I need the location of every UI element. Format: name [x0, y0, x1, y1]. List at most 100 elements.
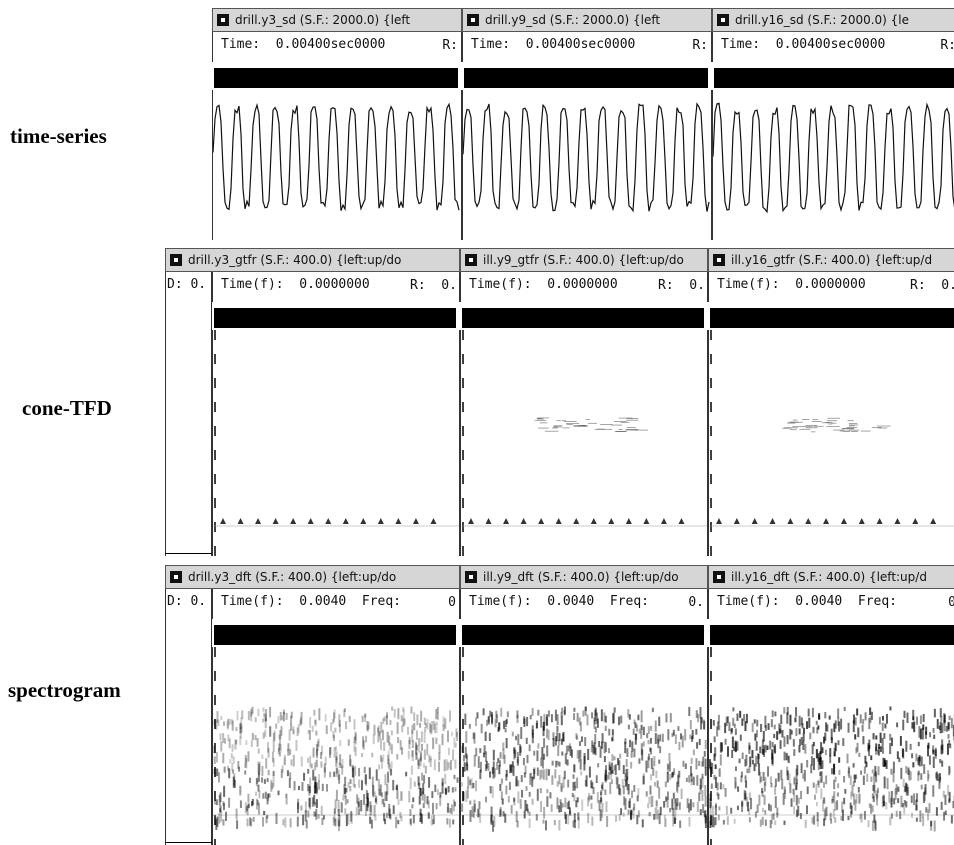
- spectro-cell: [678, 770, 681, 778]
- spectro-cell: [324, 756, 327, 765]
- spectro-cell: [716, 726, 719, 737]
- window-title-bar[interactable]: ill.y9_gtfr (S.F.: 400.0) {left:up/do: [460, 248, 708, 272]
- spectro-cell: [258, 763, 261, 776]
- spectro-cell: [883, 801, 886, 807]
- window-menu-icon[interactable]: [170, 254, 182, 266]
- spectro-cell: [771, 741, 774, 748]
- spectro-cell: [606, 775, 609, 781]
- spectro-cell: [312, 747, 315, 758]
- spectro-cell: [899, 736, 902, 746]
- spectro-cell: [530, 772, 533, 778]
- spectro-cell: [216, 816, 219, 827]
- window-menu-icon[interactable]: [713, 254, 725, 266]
- window-title-bar[interactable]: drill.y16_sd (S.F.: 2000.0) {le: [712, 8, 954, 32]
- spectro-cell: [650, 774, 653, 781]
- spectro-cell: [911, 722, 914, 729]
- spectro-cell: [400, 715, 403, 722]
- window-title-bar[interactable]: drill.y3_dft (S.F.: 400.0) {left:up/do: [165, 565, 460, 589]
- spectro-cell: [924, 784, 927, 795]
- plot-area: [462, 90, 712, 240]
- spectro-cell: [426, 796, 429, 805]
- spectro-cell: [702, 756, 705, 767]
- spectro-cell: [830, 728, 833, 740]
- tfd-peak: [625, 518, 632, 524]
- tfd-peak: [290, 518, 297, 524]
- window-menu-icon[interactable]: [465, 571, 477, 583]
- spectro-cell: [261, 765, 264, 777]
- spectro-cell: [817, 762, 820, 771]
- spectro-cell: [627, 724, 630, 730]
- spectro-cell: [820, 771, 823, 783]
- spectro-cell: [442, 716, 445, 727]
- spectro-cell: [809, 732, 812, 740]
- spectro-cell: [372, 785, 375, 798]
- spectro-cell: [611, 729, 614, 741]
- spectro-cell: [251, 732, 254, 741]
- window-title-bar[interactable]: ill.y9_dft (S.F.: 400.0) {left:up/do: [460, 565, 708, 589]
- spectro-cell: [272, 732, 275, 742]
- spectro-cell: [618, 814, 621, 821]
- window-title-bar[interactable]: drill.y3_sd (S.F.: 2000.0) {left: [212, 8, 462, 32]
- spectro-cell: [913, 793, 916, 806]
- spectro-cell: [475, 717, 478, 727]
- spectro-cell: [343, 784, 346, 794]
- spectro-cell: [556, 781, 559, 787]
- spectro-cell: [764, 715, 767, 728]
- spectro-cell: [810, 764, 813, 774]
- spectro-cell: [350, 812, 353, 825]
- spectro-cell: [454, 742, 457, 748]
- spectro-cell: [309, 785, 312, 794]
- spectro-cell: [231, 720, 234, 731]
- spectro-cell: [407, 726, 410, 735]
- window-menu-icon[interactable]: [713, 571, 725, 583]
- spectro-cell: [219, 733, 222, 741]
- spectro-cell: [432, 819, 435, 825]
- window-title-bar[interactable]: drill.y3_gtfr (S.F.: 400.0) {left:up/do: [165, 248, 460, 272]
- spectro-cell: [601, 811, 604, 819]
- spectro-cell: [231, 744, 234, 752]
- window-menu-icon[interactable]: [717, 14, 729, 26]
- spectro-cell: [950, 717, 953, 729]
- spectro-cell: [773, 733, 776, 739]
- window-title-bar[interactable]: ill.y16_dft (S.F.: 400.0) {left:up/d: [708, 565, 954, 589]
- window-title-bar[interactable]: ill.y16_gtfr (S.F.: 400.0) {left:up/d: [708, 248, 954, 272]
- spectro-cell: [698, 738, 701, 746]
- spectro-cell: [364, 774, 367, 784]
- spectro-cell: [464, 713, 467, 725]
- spectro-cell: [588, 795, 591, 802]
- spectro-cell: [338, 762, 341, 768]
- tfd-peak: [360, 518, 367, 524]
- spectro-cell: [870, 776, 873, 782]
- spectro-cell: [563, 706, 566, 715]
- spectro-cell: [358, 767, 361, 777]
- spectro-cell: [882, 757, 885, 767]
- waveform: [213, 102, 460, 212]
- spectro-cell: [929, 732, 932, 738]
- spectro-cell: [239, 785, 242, 797]
- spectro-cell: [489, 710, 492, 717]
- spectro-cell: [950, 815, 953, 824]
- spectro-cell: [939, 708, 942, 718]
- spectro-cell: [561, 707, 564, 713]
- spectro-cell: [741, 802, 744, 812]
- spectro-cell: [738, 758, 741, 764]
- spectro-cell: [674, 809, 677, 820]
- spectro-cell: [370, 804, 373, 816]
- spectro-cell: [461, 803, 464, 812]
- window-menu-icon[interactable]: [170, 571, 182, 583]
- spectro-cell: [601, 784, 604, 790]
- spectro-cell: [290, 723, 293, 731]
- spectro-cell: [388, 735, 391, 746]
- spectro-cell: [584, 737, 587, 747]
- window-menu-icon[interactable]: [465, 254, 477, 266]
- spectro-cell: [333, 808, 336, 814]
- spectro-cell: [815, 783, 818, 794]
- spectro-cell: [648, 812, 651, 817]
- window-title-bar[interactable]: drill.y9_sd (S.F.: 2000.0) {left: [462, 8, 712, 32]
- window-menu-icon[interactable]: [217, 14, 229, 26]
- spectro-cell: [934, 749, 937, 756]
- spectro-cell: [278, 734, 281, 740]
- spectro-cell: [215, 799, 218, 806]
- spectro-cell: [321, 817, 324, 825]
- window-menu-icon[interactable]: [467, 14, 479, 26]
